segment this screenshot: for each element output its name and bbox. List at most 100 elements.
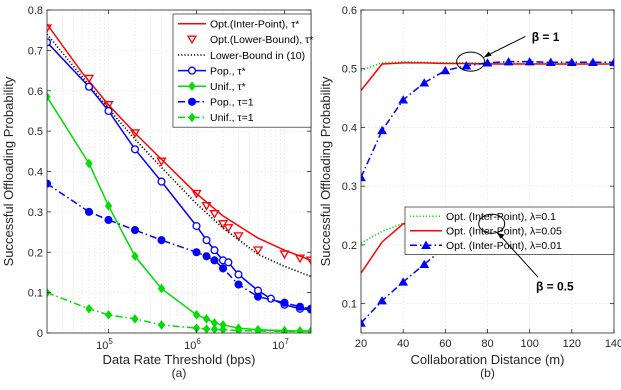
data-point: [306, 304, 311, 313]
highlight-ellipse: [478, 213, 506, 234]
legend-entry: Lower-Bound in (10): [178, 50, 305, 62]
data-point: [192, 221, 201, 231]
data-point: [192, 248, 201, 257]
series-2: [361, 57, 614, 182]
x-tick-label: 140: [605, 338, 621, 350]
y-tick-label: 0.5: [342, 64, 357, 76]
data-point: [47, 91, 51, 102]
panel-label: (b): [480, 366, 495, 380]
data-point: [461, 61, 472, 70]
series-line: [47, 23, 311, 262]
y-tick-label: 0.6: [342, 5, 357, 17]
data-point: [129, 129, 141, 139]
x-tick-label: 40: [397, 338, 409, 350]
data-point: [131, 251, 139, 262]
series-0: [47, 23, 311, 262]
y-tick-label: 0.2: [28, 247, 43, 259]
tick-marks: [360, 9, 615, 333]
legend-marker: [187, 97, 197, 106]
annotation-arrow: [497, 232, 539, 278]
data-point: [104, 309, 113, 320]
data-point: [294, 254, 306, 264]
data-point: [202, 252, 211, 261]
y-tick-label: 0.1: [28, 288, 43, 300]
y-tick-label: 0.7: [28, 45, 43, 57]
data-point: [85, 158, 93, 169]
legend-entry: Unif., τ=1: [178, 112, 254, 124]
legend-entry: Pop., τ*: [178, 65, 246, 77]
legend-label: Lower-Bound in (10): [210, 50, 305, 62]
data-point: [503, 57, 514, 66]
data-point: [254, 326, 262, 333]
data-point: [191, 189, 202, 199]
y-tick-label: 0.8: [28, 5, 43, 17]
series-line: [47, 182, 311, 310]
series-line: [47, 96, 311, 332]
data-point: [588, 57, 598, 66]
legend-label: Opt. (Inter-Point), λ=0.05: [446, 226, 562, 238]
x-tick-label: 80: [481, 338, 493, 350]
legend-label: Opt. (Inter-Point), λ=0.01: [446, 240, 562, 252]
y-tick-label: 0.3: [342, 181, 357, 193]
legend: Opt.(Inter-Point), τ* Opt.(Lower-Bound), …: [172, 13, 313, 128]
y-tick-label: 0.4: [28, 167, 43, 179]
y-tick-label: 0.2: [342, 240, 357, 252]
legend-entry: Opt. (Inter-Point), λ=0.01: [410, 240, 562, 252]
data-point: [104, 106, 113, 115]
data-point: [210, 324, 219, 333]
legend-label: Opt.(Lower-Bound), τ*: [210, 34, 313, 46]
y-tick-label: 0.1: [342, 299, 357, 311]
data-point: [280, 298, 289, 307]
data-point: [482, 58, 493, 67]
x-tick-label: 20: [355, 338, 367, 350]
data-point: [398, 95, 409, 104]
data-point: [609, 57, 614, 66]
data-point: [233, 232, 244, 241]
data-point: [103, 101, 114, 110]
data-point: [377, 296, 387, 305]
legend-entry: Opt.(Lower-Bound), τ*: [186, 34, 313, 46]
data-point: [253, 292, 263, 301]
y-tick-label: 0.6: [28, 86, 43, 98]
series-5: [47, 179, 311, 313]
data-point: [307, 326, 311, 333]
data-point: [157, 320, 166, 330]
x-tick-label: 120: [563, 338, 581, 350]
series-line: [47, 291, 311, 333]
x-tick-label: 60: [439, 338, 451, 350]
legend-entry: Opt. (Inter-Point), λ=0.05: [410, 226, 562, 238]
data-point: [419, 259, 430, 268]
beta-0.5-label: β = 0.5: [536, 280, 574, 294]
data-point: [440, 65, 451, 75]
panel-b-chart: 0.1 0.2 0.3 0.4 0.5 0.6 20 40 60 80 100 120 140 Colla…: [318, 5, 621, 380]
data-point: [84, 82, 94, 91]
legend-marker: [187, 66, 197, 75]
x-axis-label: Collaboration Distance (m): [411, 352, 565, 367]
data-point: [47, 24, 53, 34]
legend-marker: [421, 240, 431, 249]
data-point: [295, 302, 305, 311]
data-point: [210, 256, 219, 265]
y-tick-label: 0: [37, 328, 43, 340]
data-point: [157, 236, 166, 245]
data-point: [524, 57, 535, 66]
x-tick-label: 100: [520, 338, 538, 350]
data-point: [296, 326, 304, 333]
data-point: [202, 314, 211, 324]
data-point: [210, 246, 219, 255]
legend-label: Pop., τ=1: [210, 97, 254, 109]
data-point: [104, 215, 113, 225]
data-point: [361, 318, 366, 327]
data-point: [234, 270, 243, 279]
series-line: [47, 33, 311, 278]
annotations: β = 1 β = 0.5: [456, 30, 574, 294]
data-point: [84, 207, 94, 216]
legend-entry: Pop., τ=1: [178, 97, 254, 109]
data-point: [377, 125, 387, 135]
data-point: [131, 314, 139, 324]
data-point: [398, 277, 409, 286]
legend-marker: [186, 35, 198, 45]
series-2: [47, 33, 311, 278]
